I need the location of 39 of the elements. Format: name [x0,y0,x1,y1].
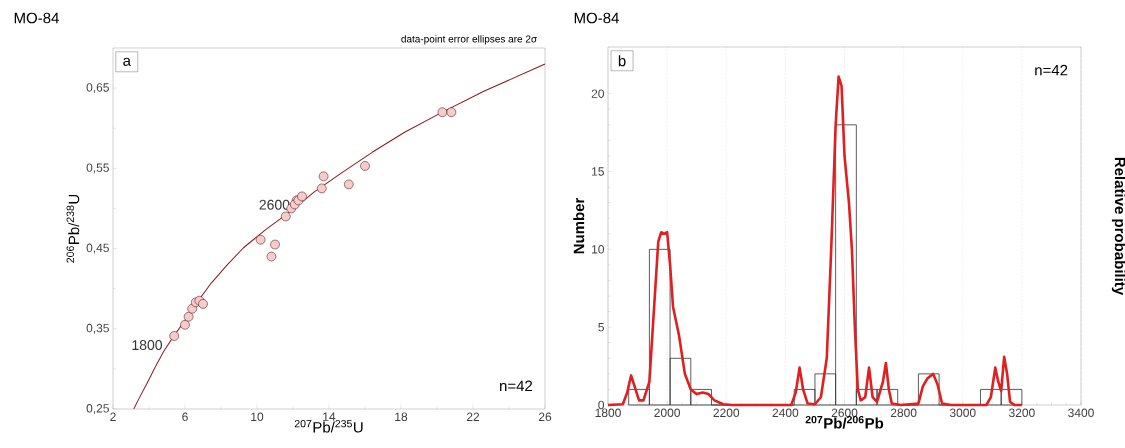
y-tick-label: 15 [592,167,604,176]
y-tick-label: 20 [591,89,605,98]
x-tick-label: 2200 [713,408,740,418]
chart-title: MO-84 [14,12,59,24]
x-tick-label: 2 [110,412,116,421]
x-tick-label: 1800 [595,408,621,418]
x-tick-label: 18 [395,412,408,422]
y-tick-label: 0,45 [86,243,109,254]
x-tick-label: 2400 [772,408,799,418]
y-tick-label: 0,35 [86,323,109,334]
annotation: 2600 [259,199,290,210]
y-tick-label: 0,25 [86,404,109,414]
x-tick-label: 14 [323,412,336,421]
text: data-point error ellipses are 2σ [401,35,537,45]
y-tick-label: 0,65 [86,83,109,94]
y-axis-title: $^{206}$Pb/$^{238}$U [66,194,80,263]
x-tick-label: 3400 [1068,408,1094,418]
y-tick-label: 0 [598,400,605,410]
annotation: b [618,55,626,67]
chart-title: MO-84 [574,12,619,24]
x-tick-label: 6 [182,412,188,422]
x-tick-label: 3200 [1008,408,1035,418]
annotation: a [123,57,131,66]
x-tick-label: 2000 [654,408,681,418]
x-axis-title: $^{207}$Pb/$^{206}$Pb [805,415,884,429]
y-tick-label: 0,55 [86,163,109,174]
annotation: n=42 [500,380,533,392]
y-axis-title: Number [573,197,585,254]
y2-axis-title: Relative probability [1111,157,1125,296]
x-tick-label: 26 [538,412,552,422]
y-tick-label: 10 [592,245,605,254]
annotation: n=42 [1035,64,1068,76]
y-tick-label: 5 [598,322,604,332]
x-tick-label: 10 [251,412,264,422]
x-tick-label: 2600 [831,408,858,418]
annotation: 1800 [132,340,163,351]
x-tick-label: 3000 [949,408,976,418]
x-tick-label: 22 [466,412,480,421]
x-tick-label: 2800 [890,408,917,418]
